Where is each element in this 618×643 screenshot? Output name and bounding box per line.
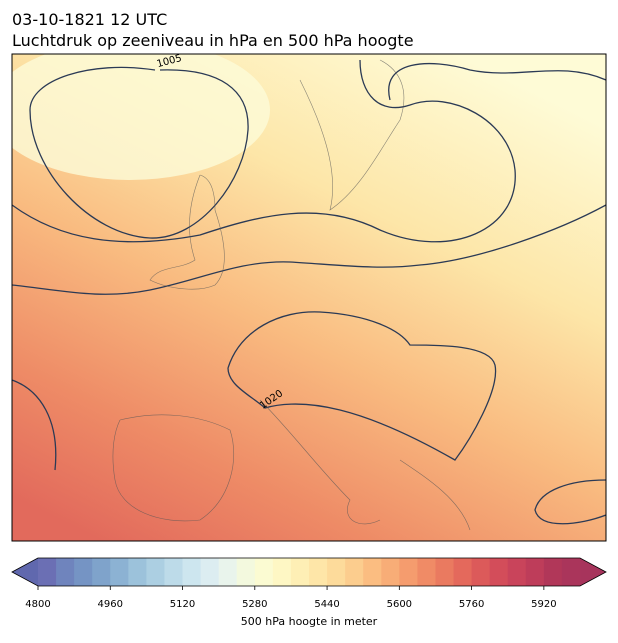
colorbar-tick-label: 5280: [242, 599, 267, 610]
colorbar-segment: [128, 558, 147, 586]
colorbar-tick-label: 5920: [531, 599, 556, 610]
colorbar-segment: [272, 558, 292, 586]
colorbar-tick-label: 5120: [170, 599, 195, 610]
colorbar-segment: [290, 558, 310, 586]
height-field-light: [12, 54, 270, 180]
colorbar-segment: [236, 558, 256, 586]
colorbar-segment: [489, 558, 509, 586]
colorbar-segment: [110, 558, 129, 586]
map: [12, 54, 606, 541]
colorbar-segment: [561, 558, 581, 586]
colorbar-segment: [453, 558, 472, 586]
colorbar-segment: [381, 558, 400, 586]
colorbar-segment: [525, 558, 545, 586]
colorbar-segment: [56, 558, 75, 586]
title: 03-10-1821 12 UTC: [12, 10, 167, 29]
colorbar-tick-label: 5760: [459, 599, 484, 610]
colorbar-label: 500 hPa hoogte in meter: [241, 615, 378, 628]
colorbar-segment: [182, 558, 201, 586]
colorbar-segment: [399, 558, 418, 586]
colorbar-tick-label: 5600: [387, 599, 412, 610]
colorbar-segment: [435, 558, 454, 586]
colorbar-segment: [543, 558, 563, 586]
colorbar-segment: [363, 558, 382, 586]
colorbar-tick-label: 4800: [25, 599, 50, 610]
colorbar-segment: [38, 558, 57, 586]
colorbar-segment: [92, 558, 111, 586]
isobars: [12, 59, 606, 525]
colorbar-segment: [146, 558, 165, 586]
colorbar-segment: [74, 558, 93, 586]
colorbar-under: [12, 558, 38, 586]
colorbar-segment: [417, 558, 436, 586]
colorbar-segment: [345, 558, 364, 586]
colorbar-segment: [200, 558, 220, 586]
colorbar-segment: [471, 558, 491, 586]
colorbar-tick-label: 4960: [98, 599, 123, 610]
colorbar-segment: [254, 558, 274, 586]
colorbar-segment: [164, 558, 183, 586]
colorbar-segment: [327, 558, 346, 586]
coastlines: [112, 59, 471, 531]
colorbar-segment: [218, 558, 238, 586]
colorbar-outline: [11, 557, 607, 587]
colorbar-tick-label: 5440: [314, 599, 339, 610]
colorbar-over: [580, 558, 606, 586]
map-frame: [11, 53, 607, 542]
subtitle: Luchtdruk op zeeniveau in hPa en 500 hPa…: [12, 31, 414, 50]
colorbar-segment: [309, 558, 328, 586]
colorbar: 4800 4960 5120 5280 5440 5600 5760 5920 500 hPa …: [11, 557, 607, 628]
colorbar-segment: [507, 558, 527, 586]
